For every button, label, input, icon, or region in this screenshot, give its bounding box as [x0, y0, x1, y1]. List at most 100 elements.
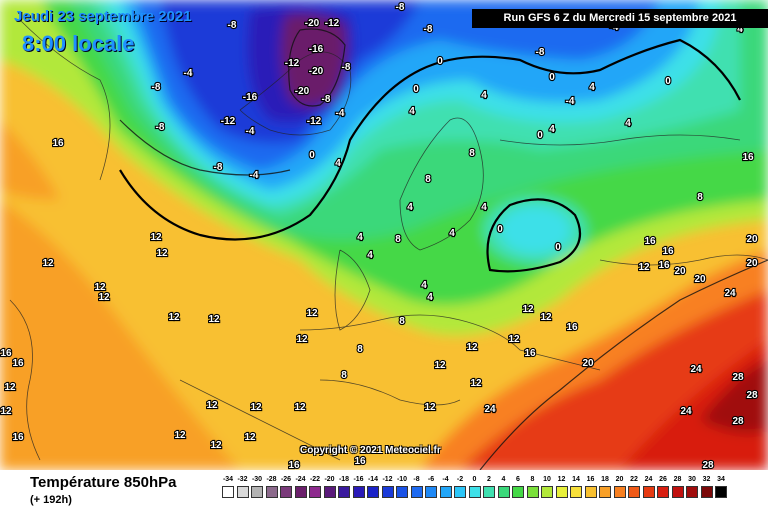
scale-swatch	[497, 486, 510, 498]
isotherm-label: 12	[244, 432, 256, 443]
isotherm-label: -8	[322, 94, 331, 105]
isotherm-label: 12	[210, 440, 222, 451]
isotherm-label: -4	[184, 68, 193, 79]
isotherm-label-layer: -8-8-8-20 -12-16-12-20 -8-8-4-8-16-20-8-4-…	[0, 1, 759, 470]
isotherm-label: 12	[250, 402, 262, 413]
isotherm-label: 16	[662, 246, 674, 257]
isotherm-label: 0	[437, 56, 443, 67]
scale-label: -10	[396, 476, 408, 483]
isotherm-label: 12	[306, 308, 318, 319]
isotherm-label: -20	[295, 86, 310, 97]
scale-swatch	[584, 486, 597, 498]
scale-label: -26	[280, 476, 292, 483]
scale-swatch	[686, 486, 698, 498]
isotherm-label: 28	[732, 416, 744, 427]
coastlines	[9, 19, 768, 461]
isotherm-label: 4	[367, 250, 373, 261]
isotherm-label: 8	[341, 370, 347, 381]
isotherm-label: 0	[537, 130, 543, 141]
scale-swatch	[367, 486, 379, 498]
isotherm-label: 0	[497, 224, 503, 235]
scale-label: 22	[630, 476, 638, 483]
scale-label: -34	[222, 476, 234, 483]
scale-label: -14	[367, 476, 379, 483]
scale-label: -28	[266, 476, 277, 483]
scale-swatch	[236, 486, 249, 498]
isotherm-label: 12	[296, 334, 308, 345]
isotherm-label: 4	[421, 280, 427, 291]
scale-swatch	[555, 486, 568, 498]
isotherm-label: 12	[424, 402, 436, 413]
temperature-field	[0, 0, 768, 470]
scale-swatch	[570, 486, 582, 498]
scale-swatch	[294, 486, 307, 498]
isotherm-label: -16	[309, 44, 324, 55]
isotherm-label: 4	[549, 124, 555, 135]
isotherm-label: -8	[214, 162, 223, 173]
zero-isotherm	[119, 38, 741, 273]
scale-label: 28	[673, 476, 682, 483]
isotherm-label: 4	[625, 118, 631, 129]
scale-label: -6	[427, 476, 435, 483]
scale-swatch	[425, 486, 437, 498]
scale-swatch	[642, 486, 655, 498]
map-canvas: -8-8-8-20 -12-16-12-20 -8-8-4-8-16-20-8-4-…	[0, 0, 768, 470]
isotherm-label: 16	[12, 358, 24, 369]
isotherm-label: -4	[336, 108, 345, 119]
scale-label: -24	[295, 476, 306, 483]
scale-swatch	[657, 486, 669, 498]
scale-swatch	[251, 486, 263, 498]
scale-label: -18	[338, 476, 350, 483]
scale-label: 18	[601, 476, 609, 483]
scale-label: 32	[702, 476, 711, 483]
isotherm-label: 12	[168, 312, 180, 323]
isotherm-label: 16	[52, 138, 64, 149]
isotherm-label: -20	[309, 66, 324, 77]
isotherm-label: 24	[484, 404, 496, 415]
isotherm-label: 16	[288, 460, 300, 470]
isotherm-label: 8	[357, 344, 363, 355]
isotherm-label: 4	[427, 292, 433, 303]
scale-label: -2	[456, 476, 464, 483]
isotherm-label: 0	[665, 76, 671, 87]
isotherm-label: -8	[228, 20, 237, 31]
isotherm-label: 12	[174, 430, 186, 441]
isotherm-label: 16	[524, 348, 536, 359]
isotherm-label: 16	[566, 322, 578, 333]
isotherm-label: -12	[221, 116, 236, 127]
scale-swatch	[410, 486, 423, 498]
scale-label: 4	[501, 476, 506, 483]
scale-label: 0	[472, 476, 477, 483]
scale-swatch	[599, 486, 611, 498]
run-info: Run GFS 6 Z du Mercredi 15 septembre 202…	[472, 9, 768, 28]
isotherm-label: -8	[342, 62, 351, 73]
parameter-title: Température 850hPa	[30, 474, 177, 491]
lead-time: (+ 192h)	[30, 494, 72, 506]
scale-swatch	[541, 486, 553, 498]
isotherm-label: 8	[399, 316, 405, 327]
isotherm-label: -4	[250, 170, 259, 181]
isotherm-label: 20	[694, 274, 706, 285]
isotherm-label: 16	[644, 236, 656, 247]
scale-label: 2	[487, 476, 491, 483]
isotherm-label: 4	[589, 82, 595, 93]
isotherm-label: 12	[208, 314, 220, 325]
forecast-time: 8:00 locale	[22, 31, 135, 56]
isotherm-label: 28	[702, 460, 714, 470]
scale-swatch	[700, 486, 713, 498]
scale-label: 26	[659, 476, 667, 483]
isotherm-label: 12	[42, 258, 54, 269]
isotherm-label: 4	[335, 158, 341, 169]
isotherm-label: 12	[150, 232, 162, 243]
scale-swatch	[381, 486, 394, 498]
isotherm-label: 0	[549, 72, 555, 83]
isotherm-label: 8	[469, 148, 475, 159]
isotherm-label: 24	[680, 406, 692, 417]
scale-label: 34	[717, 476, 725, 483]
isotherm-label: 12	[638, 262, 650, 273]
isotherm-label: 4	[737, 24, 743, 35]
isotherm-label: -8	[156, 122, 165, 133]
isotherm-label: 12	[470, 378, 482, 389]
scale-swatch	[613, 486, 626, 498]
scale-swatch	[439, 486, 452, 498]
